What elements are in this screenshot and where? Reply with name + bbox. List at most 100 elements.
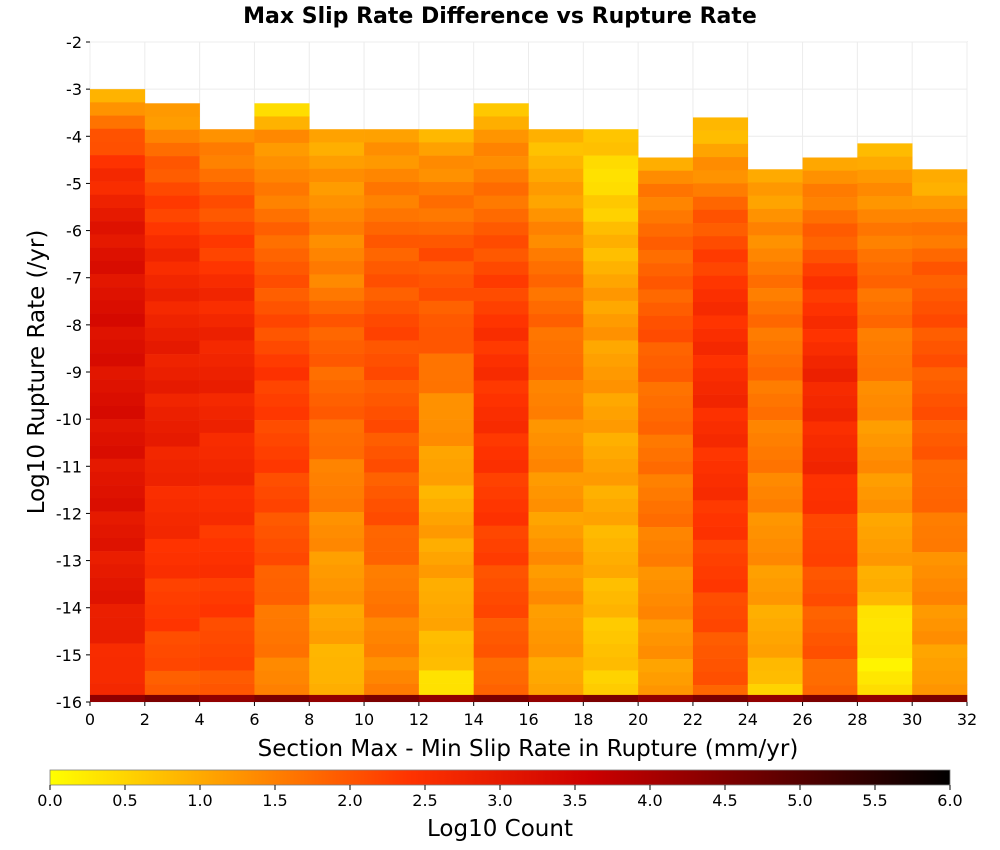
colorbar-tick-label: 5.0: [787, 791, 812, 810]
heatmap-cell: [638, 223, 694, 237]
heatmap-cell: [473, 195, 529, 210]
heatmap-cell: [418, 564, 474, 579]
heatmap-cell: [309, 406, 365, 420]
heatmap-cell: [912, 314, 968, 328]
heatmap-cell: [528, 644, 584, 658]
heatmap-cell: [144, 512, 200, 526]
heatmap-cell: [528, 195, 584, 209]
heatmap-cell: [583, 327, 639, 341]
heatmap-cell: [638, 672, 694, 686]
heatmap-cell: [528, 168, 584, 183]
heatmap-cell: [90, 366, 146, 380]
heatmap-cell: [747, 288, 803, 302]
heatmap-cell: [638, 197, 694, 211]
heatmap-cell: [638, 500, 694, 515]
heatmap-cell: [692, 500, 749, 514]
heatmap-cell: [309, 129, 365, 143]
heatmap-cell: [418, 617, 474, 632]
heatmap-cell: [802, 395, 858, 409]
heatmap-cell: [309, 142, 365, 156]
heatmap-cell: [364, 604, 420, 618]
heatmap-cell: [144, 657, 200, 672]
heatmap-cell: [857, 578, 913, 593]
heatmap-cell: [473, 472, 529, 487]
heatmap-cell: [747, 525, 803, 540]
heatmap-cell: [364, 366, 420, 381]
heatmap-cell: [692, 341, 749, 356]
heatmap-cell: [90, 181, 146, 196]
heatmap-cell: [90, 590, 146, 605]
heatmap-cell: [90, 379, 146, 394]
heatmap-cell: [364, 234, 420, 249]
heatmap-cell: [473, 499, 529, 513]
heatmap-cell: [747, 618, 803, 632]
heatmap-cell: [747, 486, 803, 500]
heatmap-cell: [583, 248, 639, 262]
heatmap-cell: [583, 195, 639, 209]
heatmap-cell: [802, 606, 858, 620]
heatmap-cell: [309, 683, 365, 696]
colorbar-ticks: 0.0 0.5 1.0 1.5 2.0 2.5 3.0 3.5 4.0 4.5 5.0 5.5 6.0: [37, 785, 963, 810]
heatmap-cell: [199, 446, 255, 460]
heatmap-cell: [638, 302, 694, 317]
heatmap-cell: [254, 182, 310, 196]
heatmap-cell: [692, 328, 749, 343]
heatmap-cell: [199, 578, 255, 592]
heatmap-cell: [583, 314, 639, 328]
colorbar-tick-label: 5.5: [862, 791, 887, 810]
heatmap-cell: [90, 128, 146, 143]
heatmap-cell: [144, 208, 200, 223]
heatmap-cell: [857, 301, 913, 316]
heatmap-cell: [912, 288, 968, 302]
heatmap-cell: [144, 420, 200, 434]
heatmap-cell: [912, 565, 968, 579]
heatmap-cell: [254, 340, 310, 355]
heatmap-cell: [473, 512, 529, 526]
heatmap-cell: [418, 327, 474, 341]
heatmap-cell: [90, 656, 146, 671]
heatmap-cell: [90, 392, 146, 407]
heatmap-cell: [528, 432, 584, 447]
heatmap-cell: [90, 432, 146, 446]
heatmap-cell: [254, 657, 310, 672]
heatmap-cell: [199, 459, 255, 473]
heatmap-cell: [199, 274, 255, 288]
heatmap-cell: [309, 512, 365, 526]
heatmap-cell: [364, 300, 420, 315]
heatmap-cell: [144, 380, 200, 394]
y-tick-label: -10: [56, 410, 82, 429]
heatmap-cell: [802, 619, 858, 633]
heatmap-cell: [144, 142, 200, 157]
heatmap-cell: [254, 354, 310, 368]
heatmap-cell: [364, 498, 420, 513]
heatmap-cell: [418, 498, 474, 513]
heatmap-cell: [747, 694, 803, 702]
heatmap-cell: [90, 471, 146, 486]
heatmap-cell: [473, 327, 529, 342]
heatmap-cell: [90, 405, 146, 420]
heatmap-cell: [638, 408, 694, 422]
heatmap-cell: [583, 261, 639, 275]
heatmap-cell: [254, 472, 310, 487]
heatmap-cell: [857, 526, 913, 540]
heatmap-cell: [912, 670, 968, 685]
heatmap-cell: [254, 288, 310, 302]
heatmap-cell: [90, 247, 146, 262]
heatmap-cell: [309, 604, 365, 618]
heatmap-cell: [144, 618, 200, 632]
heatmap-cell: [692, 579, 749, 593]
heatmap-cell: [638, 632, 694, 647]
heatmap-cell: [583, 459, 639, 473]
heatmap-cell: [309, 525, 365, 539]
heatmap-cell: [418, 644, 474, 658]
heatmap-cell: [199, 538, 255, 552]
heatmap-cell: [638, 249, 694, 264]
heatmap-cell: [802, 659, 858, 673]
heatmap-cell: [857, 605, 913, 619]
heatmap-cell: [912, 222, 968, 236]
heatmap-cell: [418, 683, 474, 696]
heatmap-cell: [199, 221, 255, 236]
heatmap-cell: [912, 499, 968, 513]
heatmap-cell: [254, 367, 310, 381]
